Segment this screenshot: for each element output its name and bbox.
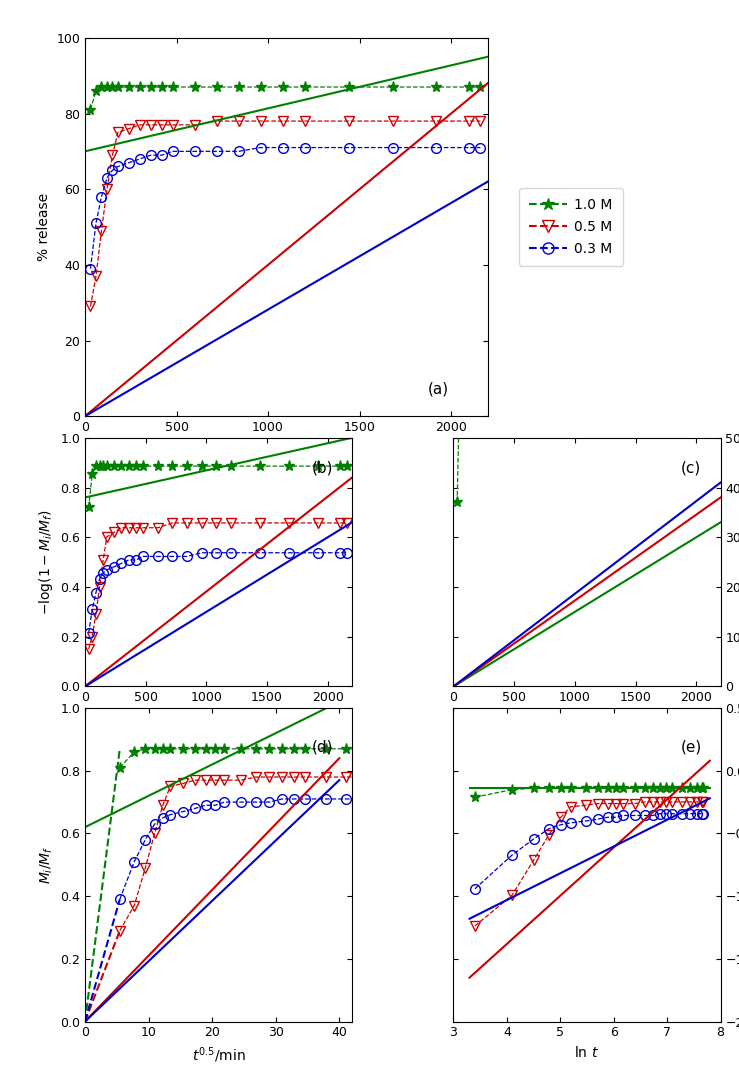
Text: (a): (a) [427, 382, 449, 397]
X-axis label: $\ln\,t$: $\ln\,t$ [574, 1045, 599, 1060]
Legend: 1.0 M, 0.5 M, 0.3 M: 1.0 M, 0.5 M, 0.3 M [519, 188, 622, 266]
X-axis label: $t^{0.5}$/min: $t^{0.5}$/min [191, 1045, 245, 1065]
X-axis label: Time/min: Time/min [254, 440, 319, 454]
Text: (c): (c) [681, 461, 701, 476]
X-axis label: Time/min: Time/min [555, 710, 619, 724]
Text: (b): (b) [312, 461, 333, 476]
Text: (d): (d) [312, 739, 333, 755]
Y-axis label: % release: % release [37, 192, 51, 262]
Y-axis label: $M_i/M_f$: $M_i/M_f$ [38, 845, 55, 884]
Text: (e): (e) [681, 739, 702, 755]
X-axis label: Time/min: Time/min [186, 710, 251, 724]
Y-axis label: $-\log(1-M_i/M_f)$: $-\log(1-M_i/M_f)$ [36, 509, 55, 615]
